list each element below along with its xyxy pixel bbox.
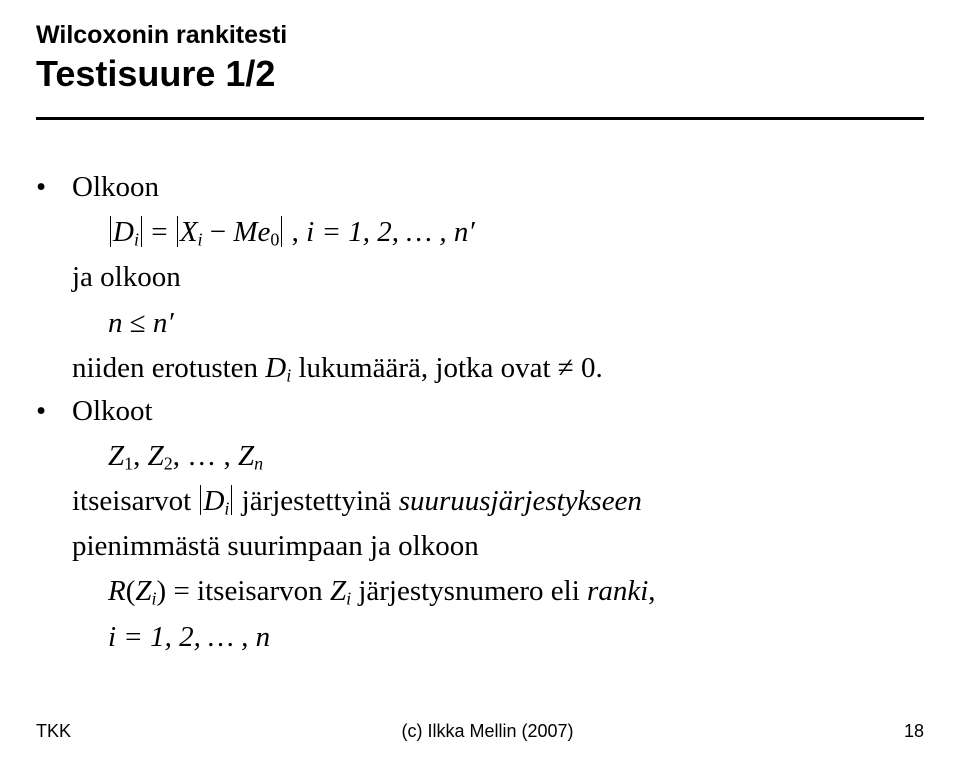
bullet-2-line2: itseisarvot Di järjestettyinä suuruusjär… xyxy=(72,482,924,521)
abs-bar-icon xyxy=(200,485,201,515)
bullet-2-line4: R(Zi) = itseisarvon Zi järjestysnumero e… xyxy=(72,572,924,611)
bullet-1: • Olkoon Di = Xi − Me0 , i = 1, 2, … , n… xyxy=(36,168,924,388)
text-segment: järjestettyinä xyxy=(234,485,398,517)
minus-sign: − xyxy=(203,216,234,248)
footer-right: 18 xyxy=(904,721,924,742)
bullet-2-line3: pienimmästä suurimpaan ja olkoon xyxy=(72,527,924,566)
bullet-2-line5: i = 1, 2, … , n xyxy=(72,618,924,657)
var-Z: Z xyxy=(238,440,254,472)
sub-n: n xyxy=(254,454,263,474)
bullet-2-sequence: Z1, Z2, … , Zn xyxy=(72,437,924,476)
leq-sign: ≤ xyxy=(123,307,153,339)
text-segment: niiden erotusten xyxy=(72,352,265,384)
abs-bar-icon xyxy=(177,216,178,246)
sub-2: 2 xyxy=(164,454,173,474)
content-area: • Olkoon Di = Xi − Me0 , i = 1, 2, … , n… xyxy=(36,168,924,657)
text-segment: itseisarvot xyxy=(72,485,198,517)
bullet-1-lead: Olkoon xyxy=(72,168,924,207)
emphasis-text: ranki xyxy=(587,575,648,607)
eq-tail-comma: , xyxy=(284,216,306,248)
footer-left: TKK xyxy=(36,721,71,742)
bullet-2-lead: Olkoot xyxy=(72,392,924,431)
abs-bar-icon xyxy=(281,216,282,246)
header-supertitle: Wilcoxonin rankitesti xyxy=(36,20,924,50)
eq-range: i = 1, 2, … , n′ xyxy=(306,216,475,248)
text-segment: lukumäärä, jotka ovat ≠ 0. xyxy=(291,352,602,384)
var-R: R xyxy=(108,575,126,607)
var-D: D xyxy=(203,485,224,517)
var-Z: Z xyxy=(108,440,124,472)
abs-bar-icon xyxy=(110,216,111,246)
var-nprime: n′ xyxy=(153,307,174,339)
var-D: D xyxy=(265,352,286,384)
ellipsis: , … , xyxy=(173,440,238,472)
var-D: D xyxy=(113,216,134,248)
emphasis-text: suuruusjärjestykseen xyxy=(399,485,642,517)
sub-1: 1 xyxy=(124,454,133,474)
abs-bar-icon xyxy=(141,216,142,246)
var-Z: Z xyxy=(135,575,151,607)
var-Z: Z xyxy=(148,440,164,472)
bullet-2: • Olkoot Z1, Z2, … , Zn itseisarvot Di j… xyxy=(36,392,924,657)
bullet-dot-icon: • xyxy=(36,168,72,207)
footer: TKK (c) Ilkka Mellin (2007) 18 xyxy=(36,721,924,742)
horizontal-rule xyxy=(36,117,924,120)
header-title: Testisuure 1/2 xyxy=(36,52,924,95)
paren-open: ( xyxy=(126,575,136,607)
sub-0: 0 xyxy=(270,230,279,250)
bullet-1-body: Olkoon Di = Xi − Me0 , i = 1, 2, … , n′ … xyxy=(72,168,924,388)
footer-center: (c) Ilkka Mellin (2007) xyxy=(401,721,573,742)
abs-bar-icon xyxy=(231,485,232,515)
comma: , xyxy=(648,575,655,607)
sub-i: i xyxy=(134,230,139,250)
eq-sign: = xyxy=(144,216,175,248)
sub-i: i xyxy=(224,499,229,519)
range-text: i = 1, 2, … , n xyxy=(108,621,270,653)
bullet-2-body: Olkoot Z1, Z2, … , Zn itseisarvot Di jär… xyxy=(72,392,924,657)
text-segment: ) = itseisarvon xyxy=(157,575,330,607)
text-segment: järjestysnumero eli xyxy=(351,575,587,607)
var-X: X xyxy=(180,216,198,248)
comma: , xyxy=(133,440,148,472)
bullet-dot-icon: • xyxy=(36,392,72,431)
var-n: n xyxy=(108,307,123,339)
var-Z: Z xyxy=(330,575,346,607)
bullet-1-line4: niiden erotusten Di lukumäärä, jotka ova… xyxy=(72,349,924,388)
var-Me: Me xyxy=(233,216,270,248)
bullet-1-line3: n ≤ n′ xyxy=(72,304,924,343)
bullet-1-equation: Di = Xi − Me0 , i = 1, 2, … , n′ xyxy=(72,213,924,252)
bullet-1-line2: ja olkoon xyxy=(72,258,924,297)
